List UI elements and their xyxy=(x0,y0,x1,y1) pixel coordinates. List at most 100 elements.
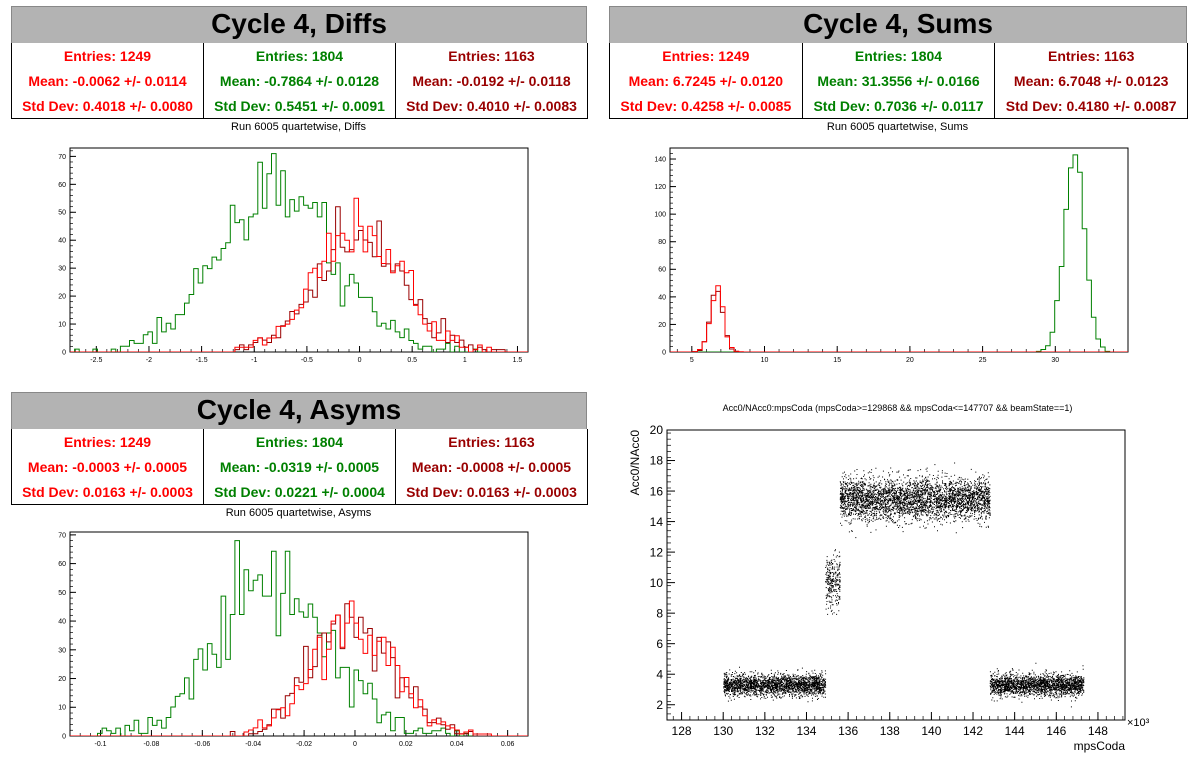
x-tick-label: 140 xyxy=(921,724,941,738)
x-tick-label: 128 xyxy=(672,724,692,738)
scatter-points-path xyxy=(723,666,827,703)
scatter-plot: 128 130 132 134 136 138 140 142 144 146 148 2 4 6 8 10 1… xyxy=(628,423,1150,753)
y-tick-label: 60 xyxy=(658,267,666,274)
mean-label: Mean: 6.7048 +/- 0.0123 xyxy=(1013,72,1169,89)
y-tick-label: 140 xyxy=(654,156,666,163)
y-tick-label: 40 xyxy=(58,619,66,626)
x-tick-label: 132 xyxy=(755,724,775,738)
stats-col-red: Entries: 1249 Mean: -0.0003 +/- 0.0005 S… xyxy=(12,429,203,504)
mean-label: Mean: -0.0192 +/- 0.0118 xyxy=(412,72,571,89)
asyms-title: Cycle 4, Asyms xyxy=(11,392,587,430)
y-tick-label: 60 xyxy=(58,561,66,568)
sums-histogram: 5 10 15 20 25 30 0 20 40 60 80 100 120 140 xyxy=(654,147,1129,364)
y-tick-label: 80 xyxy=(658,239,666,246)
x-tick-label: 0 xyxy=(358,357,362,364)
y-tick-label: 14 xyxy=(650,515,664,529)
entries-label: Entries: 1163 xyxy=(1047,47,1135,64)
y-tick-label: 50 xyxy=(58,210,66,217)
entries-label: Entries: 1249 xyxy=(662,47,750,64)
x-tick-label: 142 xyxy=(963,724,983,738)
x-tick-label: 134 xyxy=(796,724,816,738)
histogram-series-1 xyxy=(70,206,528,352)
scatter-cluster-1 xyxy=(825,549,841,615)
y-tick-label: 20 xyxy=(658,322,666,329)
entries-label: Entries: 1163 xyxy=(448,433,535,450)
x-tick-label: -0.04 xyxy=(245,741,261,748)
plot-frame xyxy=(69,147,529,353)
x-tick-label: -2.5 xyxy=(90,357,102,364)
stats-col-red: Entries: 1249 Mean: 6.7245 +/- 0.0120 St… xyxy=(610,43,802,118)
scatter-cluster-0 xyxy=(723,666,827,703)
x-tick-label: -1.5 xyxy=(196,357,208,364)
entries-label: Entries: 1804 xyxy=(255,47,344,64)
stats-col-green: Entries: 1804 Mean: -0.7864 +/- 0.0128 S… xyxy=(203,43,395,118)
stats-col-darkred: Entries: 1163 Mean: -0.0008 +/- 0.0005 S… xyxy=(395,429,587,504)
x-tick-label: 138 xyxy=(880,724,900,738)
y-tick-label: 0 xyxy=(662,349,666,356)
x-tick-label: 148 xyxy=(1088,724,1108,738)
stats-col-darkred: Entries: 1163 Mean: -0.0192 +/- 0.0118 S… xyxy=(395,43,587,118)
y-tick-label: 40 xyxy=(58,238,66,245)
scatter-cluster-3 xyxy=(989,662,1085,708)
stddev-label: Std Dev: 0.5451 +/- 0.0091 xyxy=(214,97,385,114)
y-tick-label: 10 xyxy=(650,576,664,590)
stddev-label: Std Dev: 0.0163 +/- 0.0003 xyxy=(406,483,577,500)
histogram-series-2 xyxy=(670,285,1128,352)
diffs-run-title: Run 6005 quartetwise, Diffs xyxy=(231,121,366,133)
x-tick-label: 25 xyxy=(979,357,987,364)
histogram-series-1 xyxy=(670,290,1128,352)
diffs-histogram: -2.5 -2 -1.5 -1 -0.5 0 0.5 1 1.5 0 10 20 30 40 50 60 70 xyxy=(58,147,529,364)
plot-frame xyxy=(669,147,1129,353)
stddev-label: Std Dev: 0.0163 +/- 0.0003 xyxy=(22,483,193,500)
mean-label: Mean: 31.3556 +/- 0.0166 xyxy=(817,72,980,89)
histogram-series-2 xyxy=(70,197,528,352)
x-tick-label: 146 xyxy=(1046,724,1066,738)
x-tick-label: -1 xyxy=(251,357,257,364)
stats-col-darkred: Entries: 1163 Mean: 6.7048 +/- 0.0123 St… xyxy=(994,43,1187,118)
y-tick-label: 16 xyxy=(650,484,664,498)
diffs-title: Cycle 4, Diffs xyxy=(11,6,587,44)
y-tick-label: 30 xyxy=(58,266,66,273)
y-tick-label: 8 xyxy=(656,606,663,620)
x-tick-label: 0.02 xyxy=(399,741,413,748)
x-tick-label: -0.1 xyxy=(95,741,107,748)
scatter-points xyxy=(723,462,1085,708)
entries-label: Entries: 1163 xyxy=(448,47,535,64)
x-tick-label: 0.04 xyxy=(450,741,464,748)
sums-stats-box: Entries: 1249 Mean: 6.7245 +/- 0.0120 St… xyxy=(609,43,1188,119)
y-axis-label: Acc0/NAcc0 xyxy=(628,430,642,496)
histogram-series-0 xyxy=(70,540,528,736)
y-tick-label: 60 xyxy=(58,182,66,189)
x-tick-label: 0 xyxy=(353,741,357,748)
x-tick-label: 0.5 xyxy=(407,357,417,364)
x-tick-label: 144 xyxy=(1005,724,1025,738)
stddev-label: Std Dev: 0.4258 +/- 0.0085 xyxy=(620,97,792,114)
sums-run-title: Run 6005 quartetwise, Sums xyxy=(826,121,969,133)
y-tick-label: 30 xyxy=(58,647,66,654)
stats-col-green: Entries: 1804 Mean: 31.3556 +/- 0.0166 S… xyxy=(801,43,995,118)
stddev-label: Std Dev: 0.7036 +/- 0.0117 xyxy=(813,97,984,114)
plot-frame xyxy=(69,531,529,737)
y-tick-label: 20 xyxy=(650,423,664,437)
mean-label: Mean: -0.0319 +/- 0.0005 xyxy=(219,458,380,475)
x-tick-label: -0.08 xyxy=(143,741,159,748)
asyms-run-title: Run 6005 quartetwise, Asyms xyxy=(225,507,372,519)
x-tick-label: 1.5 xyxy=(513,357,523,364)
x-tick-label: 136 xyxy=(838,724,858,738)
asyms-histogram: -0.1 -0.08 -0.06 -0.04 -0.02 0 0.02 0.04 0.06 0 10… xyxy=(58,531,529,748)
y-tick-label: 10 xyxy=(58,705,66,712)
y-tick-label: 2 xyxy=(656,698,663,712)
histogram-series-0 xyxy=(70,153,528,352)
mean-label: Mean: -0.0003 +/- 0.0005 xyxy=(27,458,188,475)
entries-label: Entries: 1249 xyxy=(63,433,152,450)
y-tick-label: 10 xyxy=(58,322,66,329)
histogram-series-0 xyxy=(670,154,1128,352)
y-tick-label: 70 xyxy=(58,532,66,539)
mean-label: Mean: -0.0008 +/- 0.0005 xyxy=(411,458,572,475)
mean-label: Mean: 6.7245 +/- 0.0120 xyxy=(628,72,784,89)
x-tick-label: -0.02 xyxy=(296,741,312,748)
stddev-label: Std Dev: 0.4018 +/- 0.0080 xyxy=(22,97,193,114)
y-tick-label: 20 xyxy=(58,294,66,301)
y-tick-label: 12 xyxy=(650,545,664,559)
asyms-stats-box: Entries: 1249 Mean: -0.0003 +/- 0.0005 S… xyxy=(11,429,588,505)
